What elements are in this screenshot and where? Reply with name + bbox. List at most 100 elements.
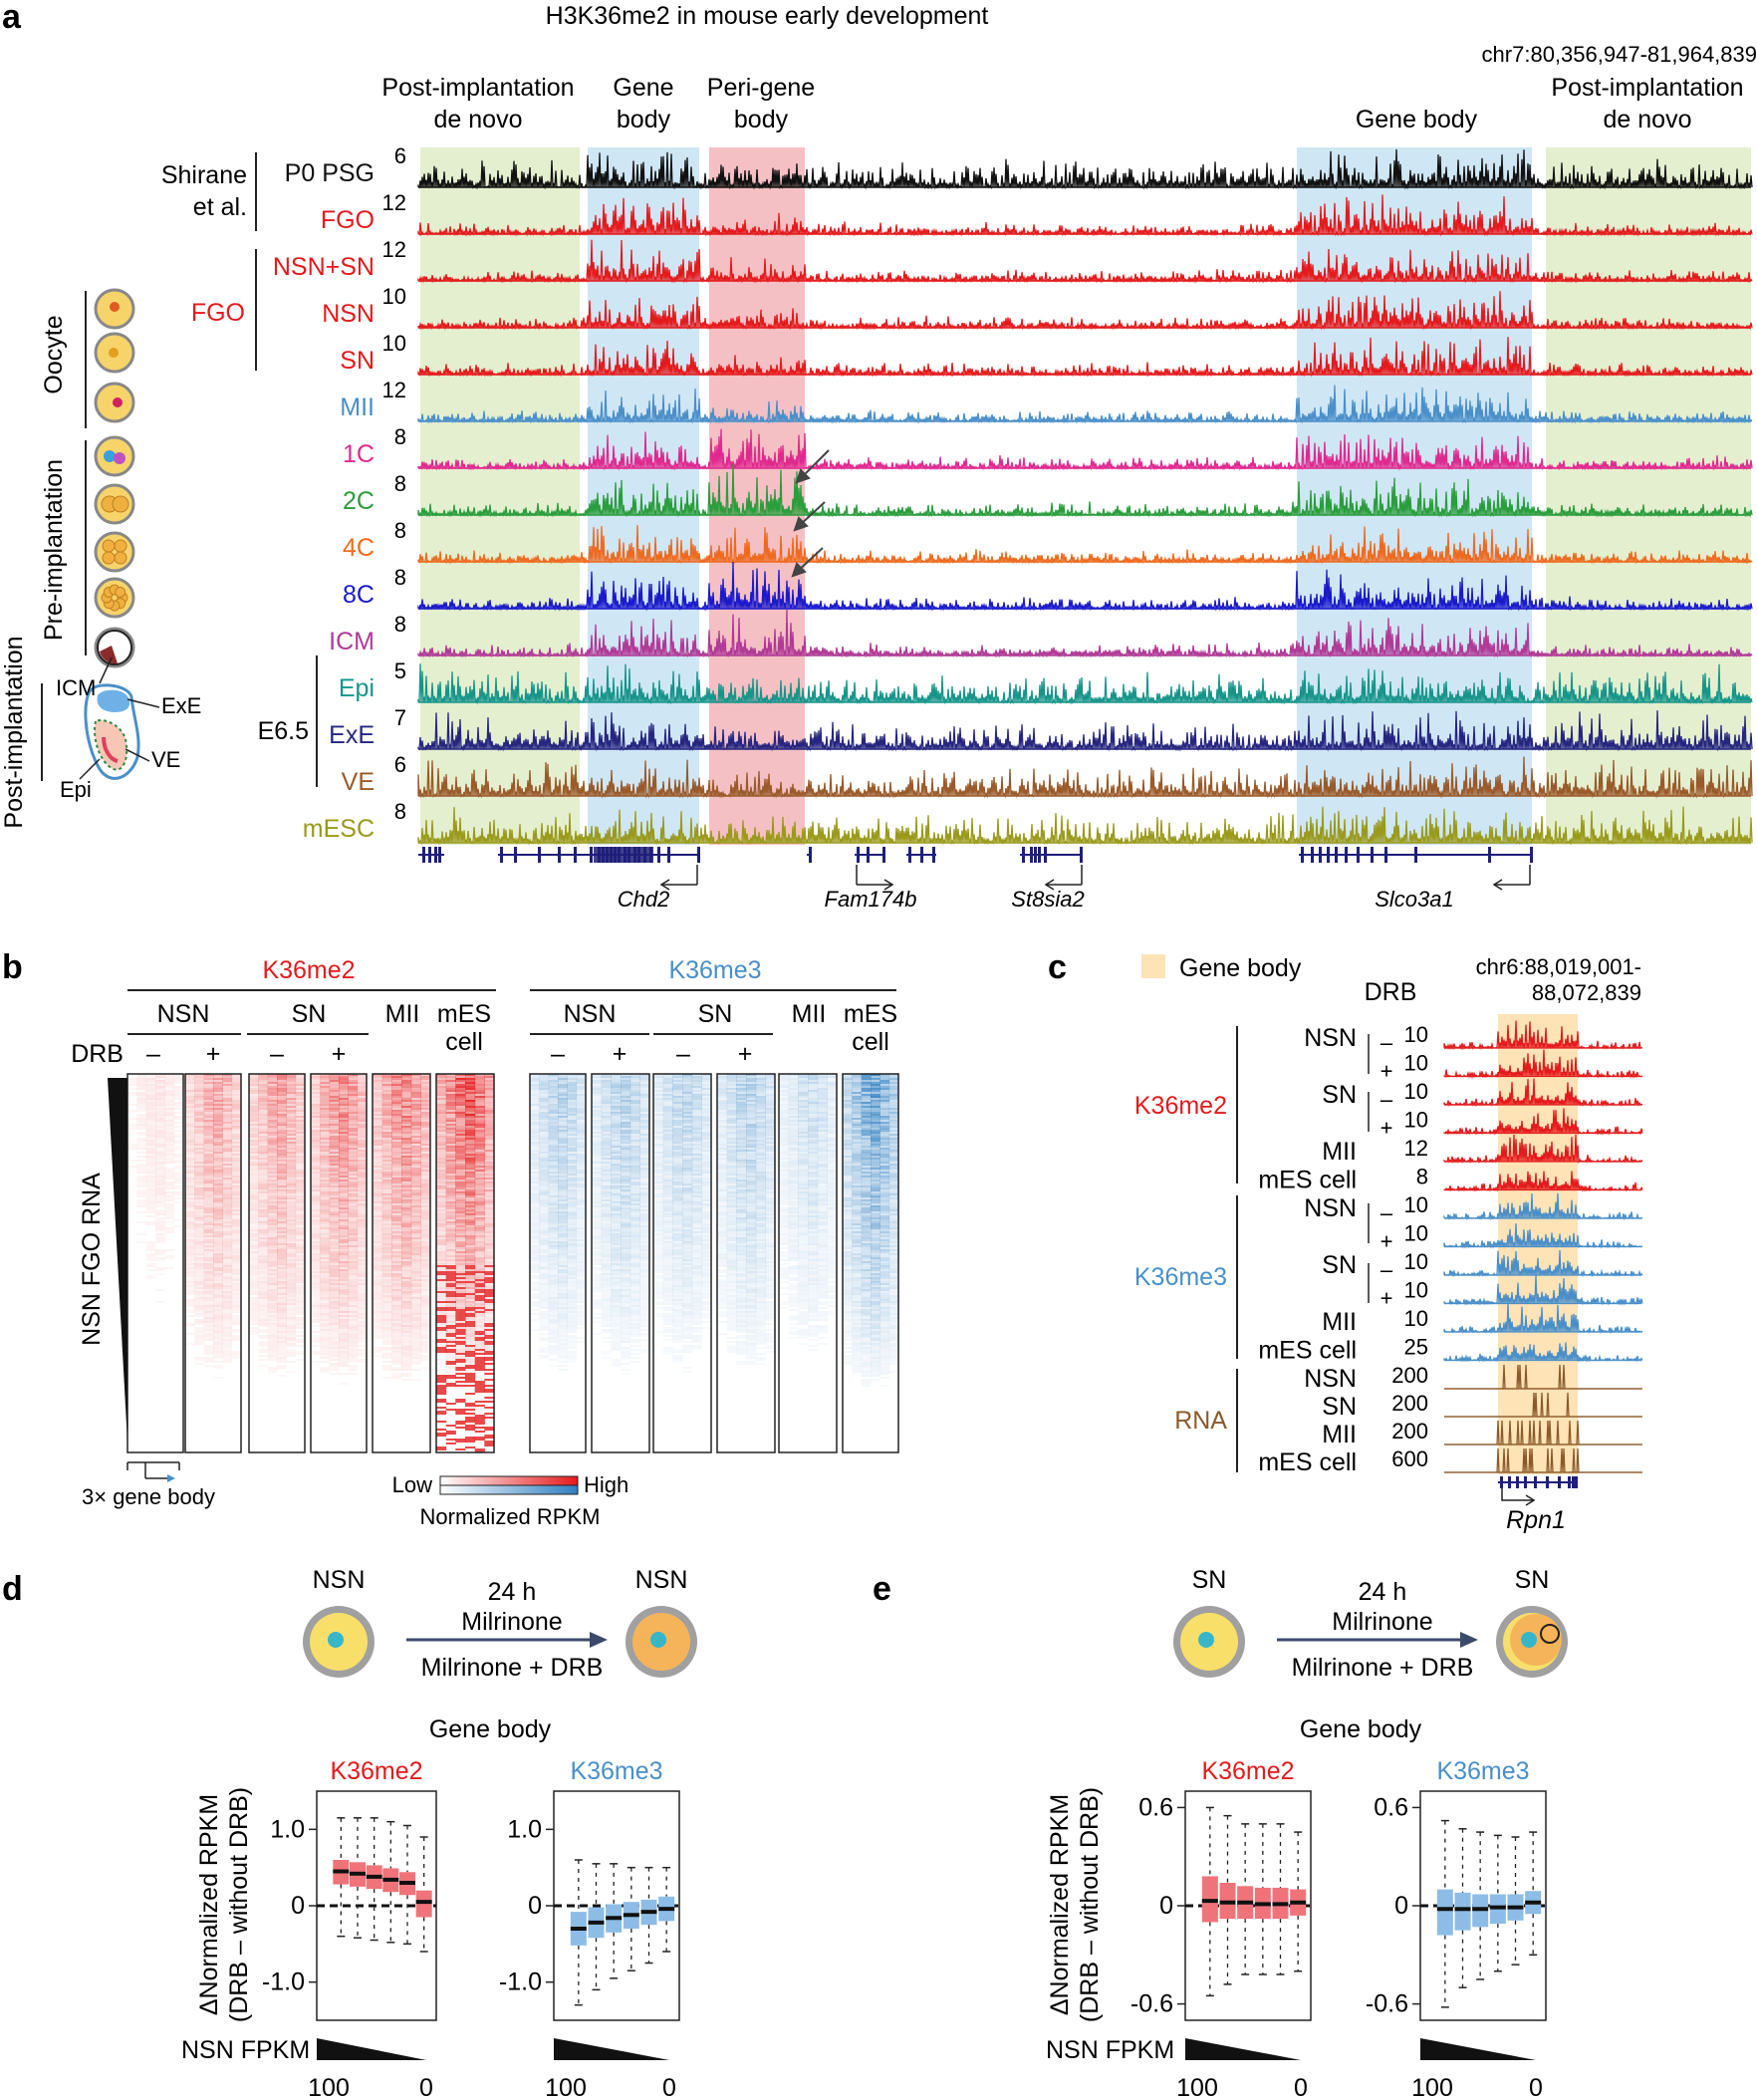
x-hi: 100 xyxy=(308,2074,350,2100)
c-track-3: SN –10 xyxy=(1322,1078,1643,1112)
box-3 xyxy=(1237,1823,1254,1975)
track-max: 5 xyxy=(394,658,406,683)
c-track-max: 10 xyxy=(1404,1278,1428,1303)
x-hi: 100 xyxy=(1411,2074,1453,2100)
track-label: FGO xyxy=(321,206,375,234)
track-max: 8 xyxy=(394,565,406,590)
c-track-max: 10 xyxy=(1404,1108,1428,1133)
embryo-exe-label: ExE xyxy=(161,693,201,718)
ytick-label: 0.6 xyxy=(1138,1793,1173,1821)
gene-label-slco3a1: Slco3a1 xyxy=(1375,887,1454,912)
colorbar-label: Normalized RPKM xyxy=(420,1504,601,1529)
track-fgo: FGO 12 xyxy=(321,190,1753,237)
c-track-14: SN 200 xyxy=(1322,1391,1642,1421)
cell-right-label: SN xyxy=(1515,1566,1550,1594)
heatmap-column-11 xyxy=(778,1073,838,1453)
c-track-max: 600 xyxy=(1391,1446,1428,1471)
c-track-max: 200 xyxy=(1391,1419,1428,1444)
box-5 xyxy=(1507,1836,1524,1966)
box-6 xyxy=(658,1866,675,1953)
box-3 xyxy=(1472,1831,1489,1980)
c-track-max: 10 xyxy=(1404,1051,1428,1076)
x-hi: 100 xyxy=(1176,2074,1218,2100)
box-3 xyxy=(366,1817,382,1942)
stage-cell-icon-3 xyxy=(94,382,135,423)
c-track-max: 200 xyxy=(1391,1391,1428,1416)
gene-annotation: Chd2 Fam174b St8sia2 Slco3a1 xyxy=(418,847,1533,912)
b-drb-sign-8: + xyxy=(738,1040,753,1068)
b-rna-label: NSN FGO RNA xyxy=(78,1173,106,1346)
track-4c: 4C 8 xyxy=(343,518,1753,565)
c-track-6: mES cell 8 xyxy=(1258,1165,1643,1194)
b-me2-nsn: NSN xyxy=(157,1000,210,1028)
c-track-sample: mES cell xyxy=(1258,1337,1357,1365)
fpkm-wedge xyxy=(317,2038,426,2060)
ytick-label: 1.0 xyxy=(507,1815,542,1843)
colorbar-red xyxy=(439,1475,579,1486)
embryo-icm-label: ICM xyxy=(56,675,96,700)
treatment-top: Milrinone xyxy=(461,1608,562,1636)
c-track-16: mES cell 600 xyxy=(1258,1446,1642,1476)
b-me3-sn: SN xyxy=(698,1000,733,1028)
ylabel-line1: ΔNormalized RPKM xyxy=(195,1794,223,2015)
b-drb-label: DRB xyxy=(71,1040,124,1068)
track-2c: 2C 8 xyxy=(343,463,1753,518)
box-2 xyxy=(588,1863,605,1991)
b-me3-mes: mES xyxy=(844,1000,897,1028)
boxplot-e-k36me3: K36me3 0.6 0 -0.6 100 0 xyxy=(1366,1757,1547,2100)
c-track-9: SN –10 xyxy=(1322,1249,1643,1282)
stage-cell-icon-5 xyxy=(94,483,135,525)
c-track-max: 10 xyxy=(1404,1249,1428,1274)
track-max: 6 xyxy=(394,143,406,168)
box-5 xyxy=(399,1824,415,1946)
heatmap-column-10 xyxy=(716,1073,776,1453)
oocyte-before-icon xyxy=(1173,1606,1245,1678)
gene-label-fam174b: Fam174b xyxy=(825,887,917,912)
region-label-5-line2: de novo xyxy=(1604,106,1692,133)
box-4 xyxy=(1489,1834,1506,1972)
c-track-max: 10 xyxy=(1404,1079,1428,1104)
panel-a-coords: chr7:80,356,947-81,964,839 xyxy=(1482,42,1757,67)
x-hi: 100 xyxy=(545,2074,587,2100)
track-max: 12 xyxy=(382,190,406,215)
b-drb-sign-3: – xyxy=(270,1040,284,1068)
fpkm-label: NSN FPKM xyxy=(181,2036,310,2064)
c-coords-1: chr6:88,019,001- xyxy=(1476,954,1641,979)
track-label: P0 PSG xyxy=(285,159,375,187)
c-track-15: MII 200 xyxy=(1322,1419,1642,1448)
ytick-label: 0 xyxy=(1394,1892,1408,1920)
b-drb-sign-2: + xyxy=(206,1040,221,1068)
oocyte-after-icon xyxy=(626,1606,697,1678)
c-drb-label: DRB xyxy=(1365,978,1417,1006)
c-track-drb: + xyxy=(1380,1229,1393,1254)
track-label: MII xyxy=(340,394,375,421)
track-max: 12 xyxy=(382,237,406,262)
box-6 xyxy=(415,1836,432,1953)
c-rna: RNA xyxy=(1174,1407,1227,1435)
c-track-drb: – xyxy=(1380,1200,1393,1225)
track-label: 4C xyxy=(343,534,375,562)
region-label-3-line2: body xyxy=(734,106,789,133)
track-max: 6 xyxy=(394,752,406,777)
ytick-label: 0.6 xyxy=(1374,1793,1408,1821)
stage-oocyte: Oocyte xyxy=(40,315,68,394)
treatment-time: 24 h xyxy=(488,1578,537,1606)
boxplot-d-k36me3: K36me3 1.0 0 -1.0 100 0 xyxy=(499,1757,680,2100)
oocyte-after-icon xyxy=(1496,1606,1568,1678)
track-icm: ICM 8 xyxy=(329,609,1753,658)
ytick-label: 0 xyxy=(528,1892,542,1920)
x-lo: 0 xyxy=(1294,2074,1308,2100)
track-epi: Epi 5 xyxy=(339,658,1753,705)
c-track-max: 10 xyxy=(1404,1192,1428,1217)
cell-left-label: SN xyxy=(1192,1566,1227,1594)
cell-right-label: NSN xyxy=(635,1566,688,1594)
c-k36me2: K36me2 xyxy=(1134,1092,1227,1120)
c-track-drb: + xyxy=(1380,1286,1393,1311)
region-label-1-line1: Post-implantation xyxy=(381,74,574,102)
c-gene-rpn1: Rpn1 xyxy=(1506,1506,1566,1534)
boxplot-title: K36me2 xyxy=(330,1757,422,1785)
